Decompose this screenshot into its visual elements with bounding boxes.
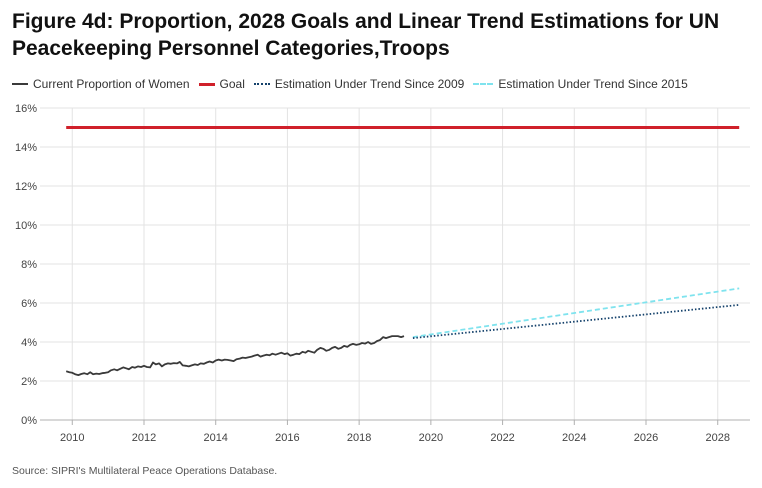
chart-title: Figure 4d: Proportion, 2028 Goals and Li… [12,10,720,60]
x-tick-label: 2024 [562,432,586,444]
legend-label-current: Current Proportion of Women [33,77,190,91]
y-tick-label: 10% [15,220,37,232]
source-note: Source: SIPRI's Multilateral Peace Opera… [12,465,278,477]
y-tick-label: 0% [21,415,37,427]
y-tick-label: 12% [15,181,37,193]
y-tick-label: 4% [21,337,37,349]
x-tick-label: 2014 [203,432,227,444]
legend-swatch-current [12,83,28,85]
x-tick-label: 2016 [275,432,299,444]
x-tick-label: 2020 [419,432,443,444]
x-tick-label: 2012 [132,432,156,444]
series-line-trend-2009 [412,304,740,339]
legend-label-goal: Goal [219,77,245,91]
y-tick-label: 6% [21,298,37,310]
legend-item-current: Current Proportion of Women [12,77,190,91]
y-tick-label: 16% [15,103,37,115]
x-tick-label: 2022 [490,432,514,444]
legend-item-goal: Goal [198,77,245,91]
series-line-current [65,335,405,377]
x-tick-label: 2010 [60,432,84,444]
legend-item-trend-2009: Estimation Under Trend Since 2009 [253,77,465,91]
x-tick-label: 2026 [634,432,658,444]
legend-swatch-goal [198,82,215,86]
legend-item-trend-2015: Estimation Under Trend Since 2015 [473,77,688,91]
legend-swatch-trend-2015 [473,83,494,85]
x-tick-label: 2018 [347,432,371,444]
y-tick-label: 14% [15,142,37,154]
series-line-trend-2015 [412,287,740,338]
legend: Current Proportion of Women Goal Estimat… [12,76,697,92]
y-tick-label: 2% [21,376,37,388]
legend-label-trend-2015: Estimation Under Trend Since 2015 [498,77,688,91]
y-tick-label: 8% [21,259,37,271]
legend-label-trend-2009: Estimation Under Trend Since 2009 [274,77,465,91]
x-tick-label: 2028 [705,432,729,444]
legend-swatch-trend-2009 [253,83,270,85]
